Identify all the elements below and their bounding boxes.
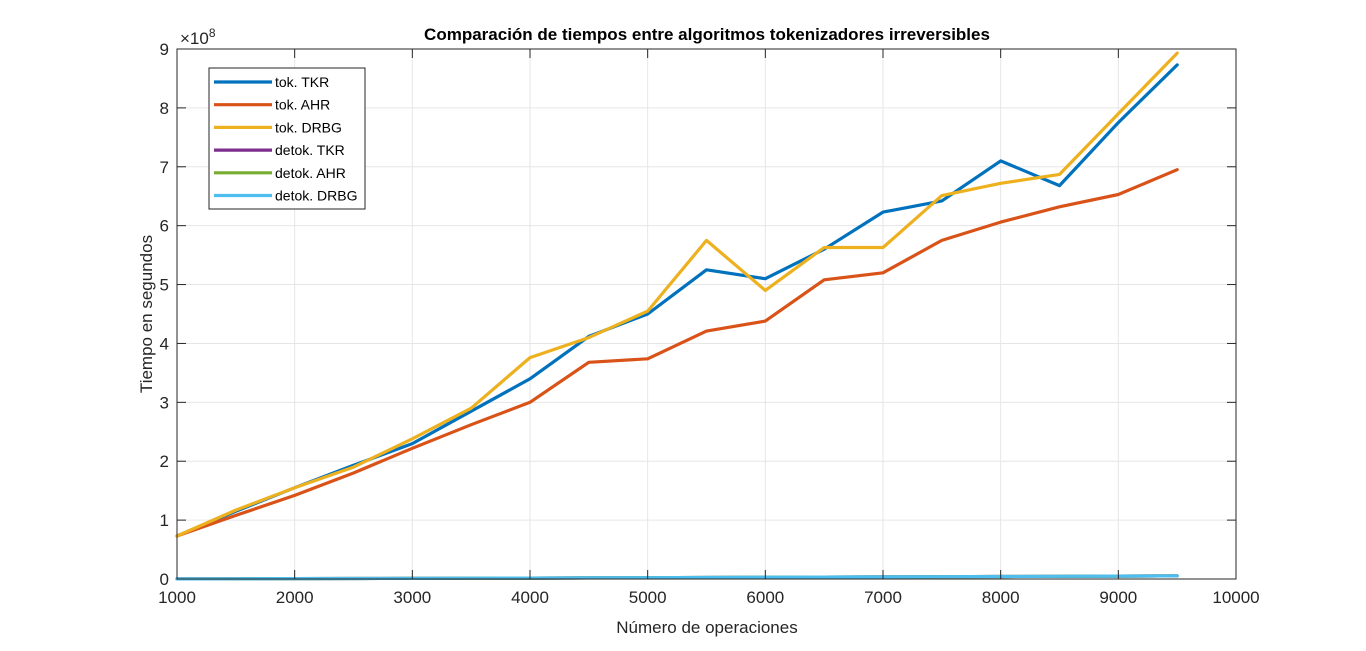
series-line-tok-drbg xyxy=(175,51,1179,538)
y-tick-label: 4 xyxy=(160,334,169,353)
x-tick-label: 9000 xyxy=(1099,588,1137,607)
y-axis-label: Tiempo en segundos xyxy=(137,235,156,393)
x-tick-label: 10000 xyxy=(1212,588,1259,607)
x-tick-label: 1000 xyxy=(158,588,196,607)
series-line-tok-ahr xyxy=(175,168,1179,538)
legend: tok. TKR tok. AHR tok. DRBG detok. TKR detok… xyxy=(208,67,366,210)
legend-entries: tok. TKR tok. AHR tok. DRBG detok. TKR detok… xyxy=(214,74,357,204)
y-tick-label: 8 xyxy=(160,99,169,118)
x-tick-label: 2000 xyxy=(276,588,314,607)
legend-label: detok. TKR xyxy=(275,142,345,158)
legend-label: tok. AHR xyxy=(275,97,330,113)
y-tick-label: 7 xyxy=(160,158,169,177)
y-axis-exponent: ×108 xyxy=(180,26,216,48)
chart-title: Comparación de tiempos entre algoritmos … xyxy=(424,25,990,44)
x-tick-label: 5000 xyxy=(629,588,667,607)
legend-label: tok. TKR xyxy=(275,74,329,90)
x-axis-label: Número de operaciones xyxy=(616,618,797,637)
plot-frame xyxy=(176,48,1237,580)
x-tick-label: 6000 xyxy=(746,588,784,607)
y-tick-label: 2 xyxy=(160,452,169,471)
axis-ticks xyxy=(176,48,1237,580)
y-tick-label: 1 xyxy=(160,511,169,530)
x-tick-label: 4000 xyxy=(511,588,549,607)
legend-box xyxy=(208,67,366,210)
x-tick-label: 7000 xyxy=(864,588,902,607)
y-tick-label: 3 xyxy=(160,393,169,412)
x-tick-labels: 1000 2000 3000 4000 5000 6000 7000 8000 9000 1000… xyxy=(158,588,1260,607)
legend-label: tok. DRBG xyxy=(275,119,342,135)
y-tick-label: 5 xyxy=(160,276,169,295)
legend-label: detok. DRBG xyxy=(275,188,357,204)
x-tick-label: 3000 xyxy=(393,588,431,607)
legend-label: detok. AHR xyxy=(275,165,346,181)
y-tick-labels: 0 1 2 3 4 5 6 7 8 9 xyxy=(160,40,169,589)
y-tick-label: 6 xyxy=(160,217,169,236)
x-tick-label: 8000 xyxy=(982,588,1020,607)
y-tick-label: 9 xyxy=(160,40,169,59)
y-tick-label: 0 xyxy=(160,570,169,589)
